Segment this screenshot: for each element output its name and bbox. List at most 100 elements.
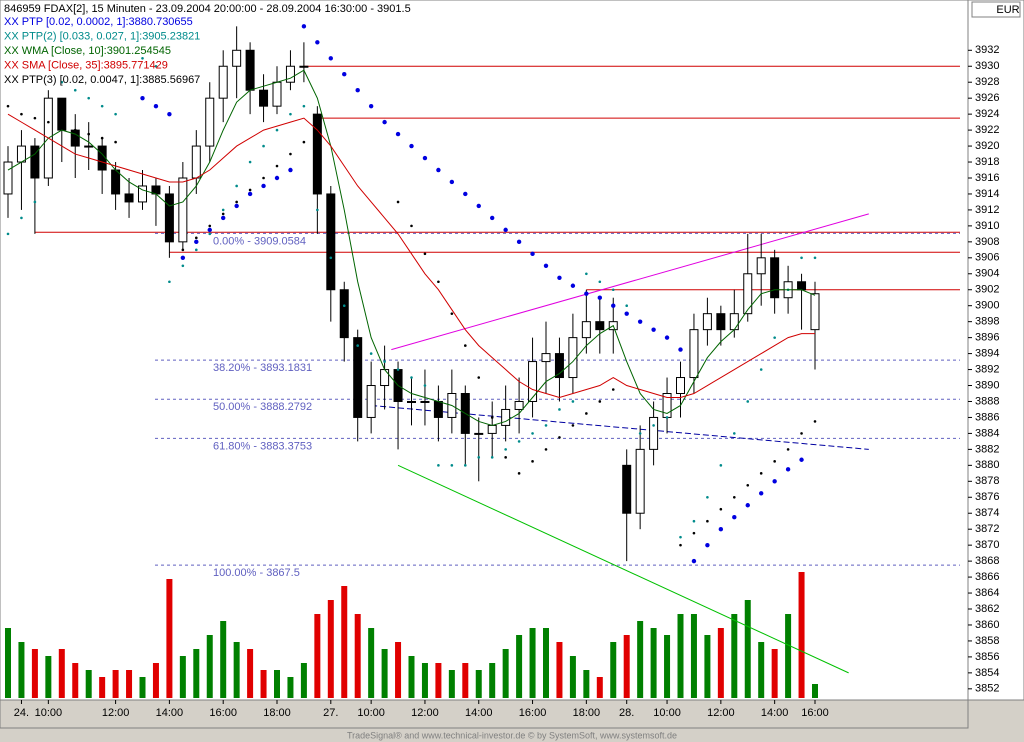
x-tick-label: 12:00 xyxy=(411,707,439,719)
candle-body xyxy=(622,464,632,514)
indicator-dot xyxy=(141,56,144,60)
indicator-dot xyxy=(450,464,454,467)
indicator-dot xyxy=(289,152,292,156)
indicator-dot xyxy=(651,327,656,332)
legend-entry: XX PTP [0.02, 0.0002, 1]:3880.730655 xyxy=(4,16,193,28)
indicator-dot xyxy=(248,160,252,164)
indicator-dot xyxy=(665,416,669,419)
y-tick-label: 3888 xyxy=(975,395,999,407)
fib-label: 100.00% - 3867.5 xyxy=(213,567,300,579)
candle-body xyxy=(756,257,766,275)
volume-bar xyxy=(274,670,280,698)
y-tick-label: 3858 xyxy=(975,635,999,647)
indicator-dot xyxy=(598,280,602,284)
candle-body xyxy=(420,400,430,403)
candle-body xyxy=(635,448,645,514)
indicator-line xyxy=(7,113,815,399)
x-tick-label: 16:00 xyxy=(801,707,829,719)
indicator-dot xyxy=(395,131,401,137)
candle-body xyxy=(326,193,336,291)
volume-bar xyxy=(677,614,684,698)
indicator-dot xyxy=(87,96,90,100)
candle-body xyxy=(16,145,26,163)
indicator-dot xyxy=(342,304,346,308)
indicator-dot xyxy=(813,420,817,423)
candle-body xyxy=(528,361,538,402)
indicator-dot xyxy=(235,200,238,204)
y-tick-label: 3918 xyxy=(975,156,999,168)
volume-bar xyxy=(650,628,657,698)
candle-body xyxy=(111,169,121,195)
indicator-dot xyxy=(275,164,279,168)
indicator-dot xyxy=(652,424,655,427)
volume-bar xyxy=(489,663,496,698)
candle-body xyxy=(285,65,295,83)
indicator-dot xyxy=(208,224,212,228)
candle-body xyxy=(702,313,712,331)
indicator-dot xyxy=(598,400,602,403)
volume-bar xyxy=(314,614,321,698)
indicator-dot xyxy=(261,183,266,189)
indicator-dot xyxy=(302,104,306,108)
indicator-dot xyxy=(73,128,77,132)
y-tick-label: 3910 xyxy=(975,220,999,232)
candle-body xyxy=(581,321,591,339)
volume-bar xyxy=(368,628,375,698)
indicator-dot xyxy=(47,120,50,124)
indicator-dot xyxy=(517,440,521,443)
indicator-dot xyxy=(705,542,710,548)
indicator-dot xyxy=(516,239,522,245)
currency: EUR xyxy=(996,4,1019,16)
volume-bar xyxy=(260,670,267,698)
indicator-dot xyxy=(382,119,387,125)
y-tick-label: 3886 xyxy=(975,411,999,423)
trend-line xyxy=(397,464,849,674)
candle-body xyxy=(124,193,134,203)
volume-bar xyxy=(583,670,590,698)
indicator-dot xyxy=(234,203,239,209)
indicator-dot xyxy=(530,251,535,257)
candle-body xyxy=(770,257,780,299)
volume-bar xyxy=(287,677,294,698)
volume-bar xyxy=(166,579,173,698)
candle-body xyxy=(272,81,282,107)
indicator-dot xyxy=(544,448,548,451)
candle-body xyxy=(84,145,94,148)
volume-bar xyxy=(543,628,549,698)
volume-bar xyxy=(72,663,79,698)
volume-bar xyxy=(731,614,738,698)
indicator-dot xyxy=(557,275,562,280)
x-tick-label: 12:00 xyxy=(707,707,735,719)
candle-body xyxy=(676,377,685,395)
indicator-dot xyxy=(464,464,467,467)
indicator-dot xyxy=(437,464,440,467)
indicator-dot xyxy=(289,112,292,116)
candle-body xyxy=(487,424,497,434)
indicator-dot xyxy=(611,288,615,292)
volume-bar xyxy=(435,663,442,698)
candle-body xyxy=(514,400,524,410)
y-tick-label: 3916 xyxy=(975,172,999,184)
indicator-dot xyxy=(585,412,588,415)
candle-body xyxy=(541,353,551,363)
y-tick-label: 3902 xyxy=(975,284,999,296)
candle-body xyxy=(689,329,699,379)
indicator-dot xyxy=(503,227,508,233)
indicator-dot xyxy=(409,143,414,149)
indicator-dot xyxy=(638,432,642,435)
candle-body xyxy=(30,145,40,179)
indicator-dot xyxy=(706,495,709,499)
candle-body xyxy=(299,65,309,68)
indicator-dot xyxy=(356,344,360,347)
indicator-dot xyxy=(355,87,360,93)
indicator-dot xyxy=(423,384,427,387)
indicator-dot xyxy=(153,103,159,109)
indicator-dot xyxy=(73,88,77,92)
volume-bar xyxy=(31,649,38,698)
indicator-dot xyxy=(517,472,521,475)
y-tick-label: 3896 xyxy=(975,332,999,344)
indicator-dot xyxy=(664,335,670,340)
indicator-dot xyxy=(476,203,481,209)
indicator-dot xyxy=(436,167,441,173)
